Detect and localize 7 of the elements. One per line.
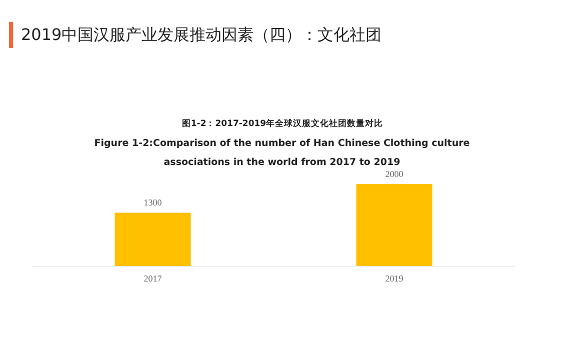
data-label: 2000 xyxy=(385,169,404,179)
chart-title: 2019中国汉服产业发展推动因素（四）：文化社团 xyxy=(9,22,382,48)
chart-subtitle: 图1-2：2017-2019年全球汉服文化社团数量对比 xyxy=(180,118,384,130)
caption: Figure 1-2:Comparison of the number of Han Chinese Clothing culture associations in the world from 2017 to 2019 xyxy=(94,138,470,168)
x-tick-label: 2019 xyxy=(385,274,404,284)
x-tick-label: 2017 xyxy=(144,274,162,284)
data-label: 1300 xyxy=(144,198,162,208)
